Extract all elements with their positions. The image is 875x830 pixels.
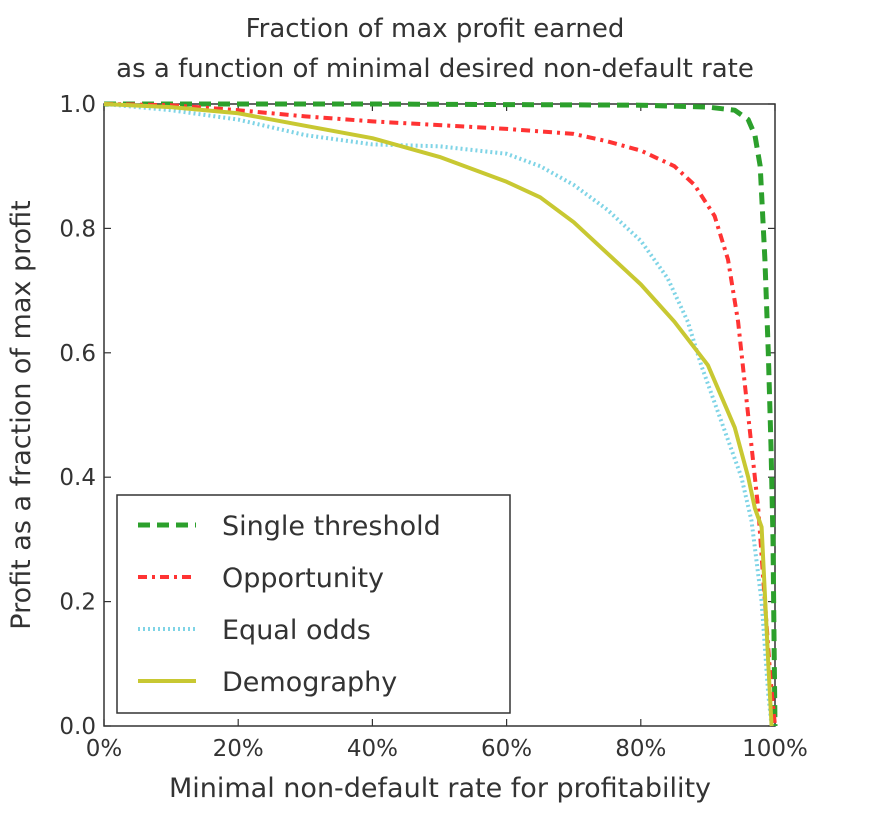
y-tick-label: 0.8 (59, 216, 96, 242)
series-line-opportunity (103, 102, 777, 727)
series-line-equal-odds (103, 102, 774, 727)
series-layer (103, 101, 778, 727)
x-tick-label: 80% (615, 736, 666, 762)
y-axis-label: Profit as a fraction of max profit (6, 200, 37, 629)
chart-title-line-2: as a function of minimal desired non-def… (116, 54, 754, 84)
x-tick-label: 60% (481, 736, 532, 762)
series-line-single-threshold (104, 101, 778, 727)
y-tick-label: 0.6 (59, 341, 96, 367)
legend-label: Demography (222, 667, 397, 698)
chart-title-line-1: Fraction of max profit earned (246, 14, 625, 44)
x-tick-label: 0% (86, 736, 123, 762)
legend: Single threshold Opportunity Equal odds Dem… (116, 494, 511, 714)
plot-frame (103, 103, 776, 727)
y-tick-label: 0.0 (59, 714, 96, 740)
legend-label: Equal odds (222, 615, 371, 646)
legend-label: Opportunity (222, 563, 384, 594)
x-tick-label: 100% (742, 736, 808, 762)
legend-box (116, 494, 511, 714)
x-tick-label: 40% (347, 736, 398, 762)
legend-label: Single threshold (222, 511, 441, 542)
y-tick-label: 0.2 (59, 590, 96, 616)
x-tick-label: 20% (213, 736, 264, 762)
series-line-demography (103, 102, 774, 727)
ticks-layer: 0% 20% 40% 60% 80% 100% 0.0 0.2 0.4 0.6 0.8 1.0 (59, 92, 807, 762)
y-tick-label: 0.4 (59, 465, 96, 491)
y-tick-label: 1.0 (59, 92, 96, 118)
x-axis-label: Minimal non-default rate for profitabili… (169, 773, 711, 804)
